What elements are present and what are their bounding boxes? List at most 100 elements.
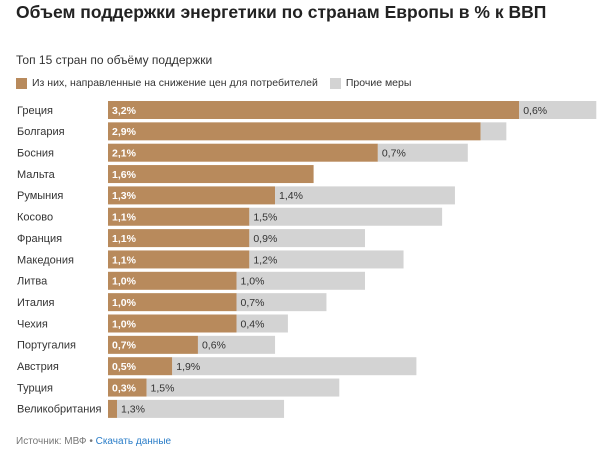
category-label: Болгария [17, 126, 65, 138]
bar-secondary [236, 314, 288, 333]
data-label-secondary: 1,0% [241, 276, 265, 288]
category-label: Австрия [17, 361, 59, 373]
data-label-secondary: 0,6% [202, 340, 226, 352]
bar-primary [108, 122, 481, 141]
legend-item-primary: Из них, направленные на снижение цен для… [16, 77, 318, 89]
category-label: Косово [17, 212, 53, 224]
chart-subtitle: Топ 15 стран по объёму поддержки [16, 53, 213, 67]
bar-row: Мальта 1,6% [17, 165, 314, 184]
data-label-secondary: 0,6% [523, 105, 547, 117]
bar-secondary [116, 399, 285, 418]
bar-row: Болгария 2,9% [17, 122, 507, 141]
data-label-primary: 0,5% [112, 361, 137, 373]
legend: Из них, направленные на снижение цен для… [16, 77, 423, 89]
bar-row: Франция 1,1% 0,9% [17, 229, 365, 248]
category-label: Франция [17, 233, 62, 245]
category-label: Чехия [17, 318, 48, 330]
bar-primary [108, 250, 250, 269]
bar-secondary [519, 101, 597, 119]
legend-label-primary: Из них, направленные на снижение цен для… [32, 77, 318, 89]
data-label-secondary: 1,5% [253, 212, 277, 224]
bar-primary [108, 378, 147, 397]
download-data-link[interactable]: Скачать данные [95, 436, 172, 447]
bar-primary [108, 186, 276, 205]
data-label-secondary: 1,9% [176, 361, 200, 373]
bar-primary [108, 165, 314, 184]
data-label-primary: 2,9% [112, 126, 137, 138]
bar-row: Австрия 0,5% 1,9% [17, 357, 417, 376]
category-label: Босния [17, 148, 54, 160]
category-label: Литва [17, 276, 48, 288]
bar-secondary [249, 250, 404, 269]
category-label: Португалия [17, 340, 76, 352]
data-label-primary: 1,3% [112, 190, 137, 202]
data-label-primary: 0,3% [112, 382, 137, 394]
bar-primary [108, 335, 198, 354]
category-label: Мальта [17, 169, 56, 181]
category-label: Италия [17, 297, 55, 309]
data-label-secondary: 1,2% [253, 254, 277, 266]
bar-primary [108, 229, 250, 248]
legend-item-secondary: Прочие меры [329, 77, 412, 89]
data-label-primary: 1,0% [112, 318, 137, 330]
category-label: Македония [17, 254, 74, 266]
bar-primary [108, 271, 237, 290]
bar-primary [108, 101, 520, 119]
bar-primary [108, 357, 173, 376]
bar-secondary [146, 378, 340, 397]
data-label-primary: 1,1% [112, 212, 137, 224]
bar-secondary [480, 122, 507, 141]
bar-row: Косово 1,1% 1,5% [17, 207, 443, 226]
bar-secondary [249, 207, 443, 226]
bar-primary [108, 143, 378, 162]
bar-primary [108, 314, 237, 333]
bar-secondary [377, 143, 468, 162]
data-label-secondary: 0,4% [241, 318, 265, 330]
data-label-primary: 2,1% [112, 148, 137, 160]
bar-primary [108, 293, 237, 312]
data-label-primary: 1,0% [112, 276, 137, 288]
category-label: Греция [17, 105, 53, 117]
data-label-primary: 1,1% [112, 254, 137, 266]
bar-row: Босния 2,1% 0,7% [17, 143, 468, 162]
bar-row: Великобритания 1,3% [17, 399, 285, 418]
data-label-secondary: 1,5% [151, 382, 175, 394]
bar-secondary [236, 271, 365, 290]
data-label-primary: 0,7% [112, 340, 137, 352]
bar-row: Турция 0,3% 1,5% [17, 378, 340, 397]
data-label-primary: 1,0% [112, 297, 137, 309]
bar-row: Румыния 1,3% 1,4% [17, 186, 455, 205]
data-label-primary: 1,1% [112, 233, 137, 245]
data-label-primary: 3,2% [112, 105, 137, 117]
bar-row: Македония 1,1% 1,2% [17, 250, 404, 269]
bar-row: Италия 1,0% 0,7% [17, 293, 327, 312]
category-label: Турция [17, 382, 53, 394]
bar-secondary [275, 186, 455, 205]
bar-row: Греция 3,2% 0,6% [17, 101, 597, 119]
data-label-secondary: 1,4% [279, 190, 303, 202]
category-label: Румыния [17, 190, 63, 202]
data-label-secondary: 0,9% [253, 233, 277, 245]
data-label-secondary: 0,7% [382, 148, 406, 160]
source-label: Источник: МВФ [16, 436, 87, 447]
chart-title: Объем поддержки энергетики по странам Ев… [16, 2, 547, 22]
legend-label-secondary: Прочие меры [345, 77, 412, 89]
bar-row: Литва 1,0% 1,0% [17, 271, 365, 290]
legend-swatch-secondary [329, 77, 341, 89]
data-label-secondary: 1,3% [121, 404, 145, 416]
footer: Источник: МВФ • Скачать данные [16, 436, 171, 447]
legend-swatch-primary [16, 77, 27, 89]
bar-row: Чехия 1,0% 0,4% [17, 314, 288, 333]
bar-secondary [249, 229, 365, 248]
bar-row: Португалия 0,7% 0,6% [17, 335, 276, 354]
data-label-secondary: 0,7% [241, 297, 265, 309]
footer-separator: • [89, 436, 93, 447]
bar-primary [108, 399, 117, 418]
bar-primary [108, 207, 250, 226]
bar-secondary [197, 335, 276, 354]
bar-secondary [236, 293, 327, 312]
data-label-primary: 1,6% [112, 169, 137, 181]
category-label: Великобритания [17, 404, 102, 416]
bar-secondary [172, 357, 417, 376]
